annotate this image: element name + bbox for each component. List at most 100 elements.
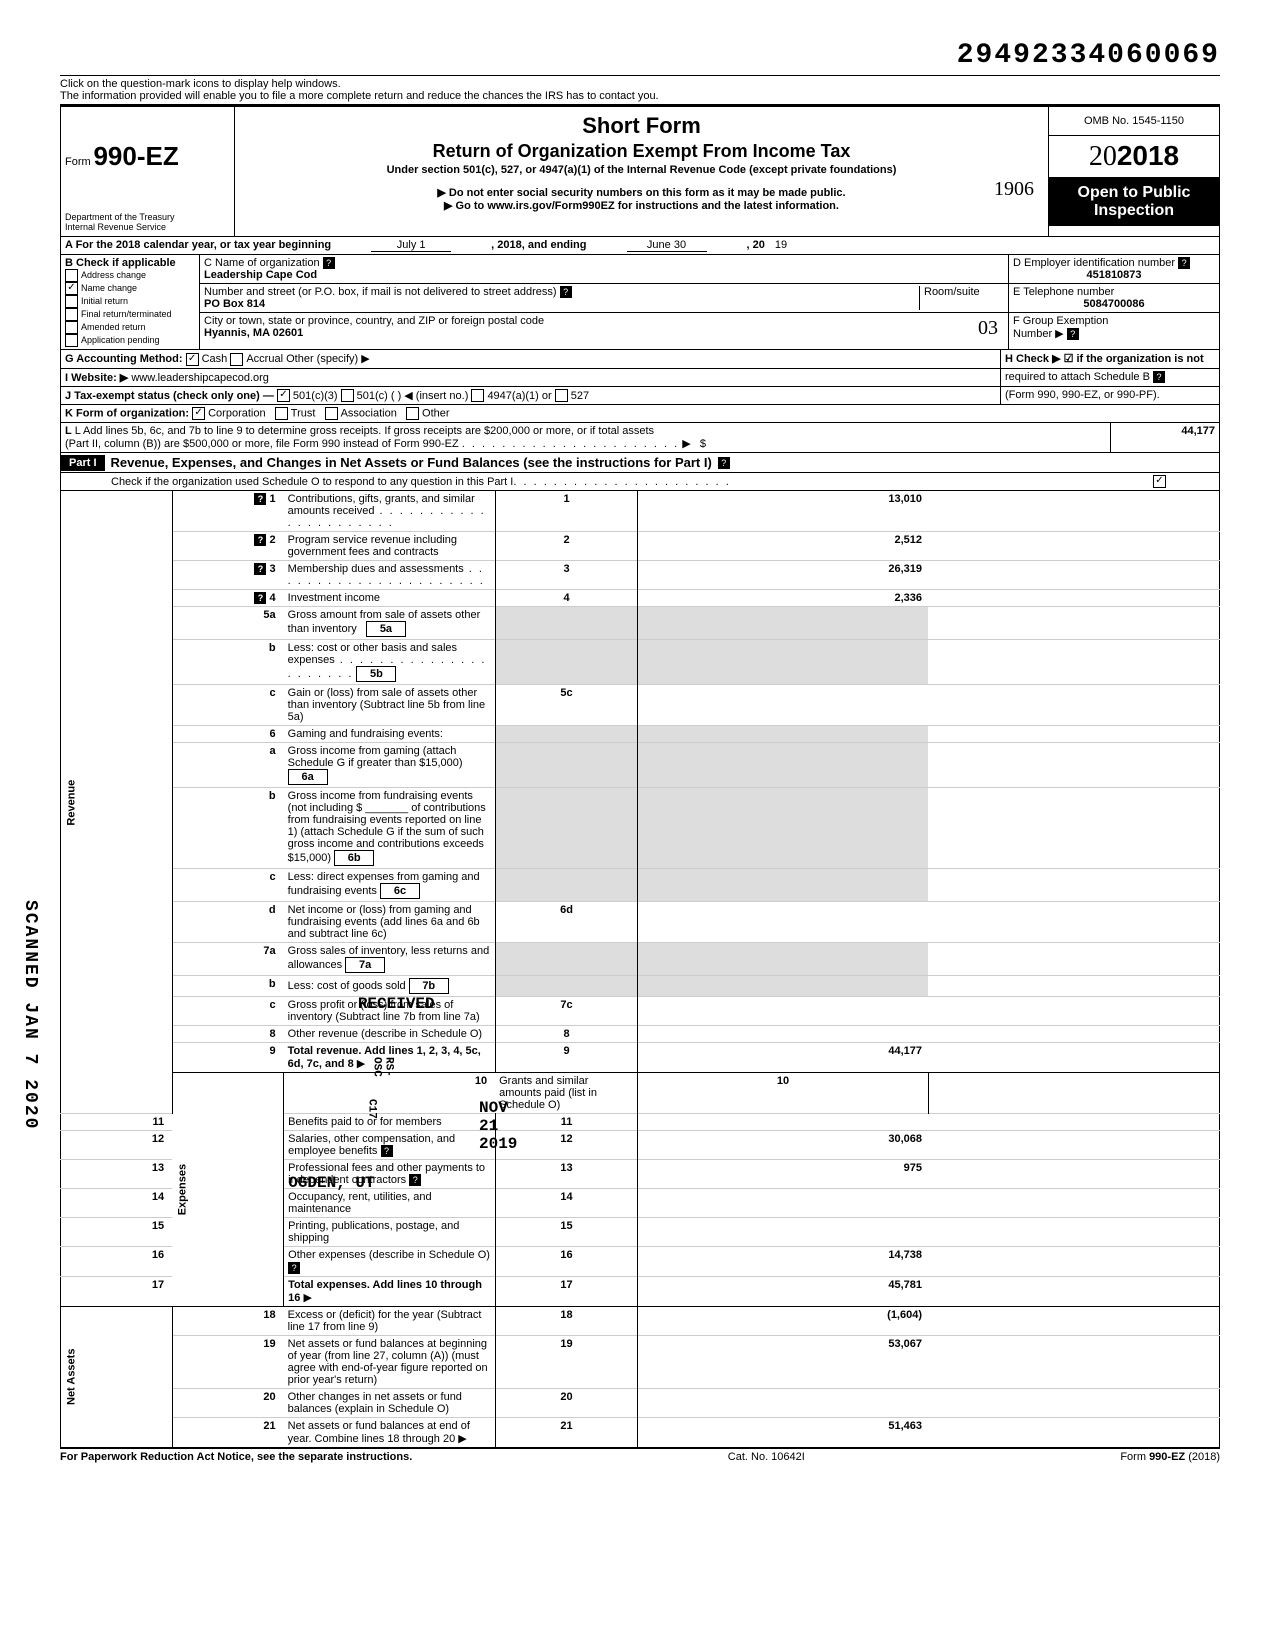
l21-box: 21: [495, 1417, 638, 1447]
l16-box: 16: [495, 1247, 638, 1276]
l18-desc: Excess or (deficit) for the year (Subtra…: [284, 1306, 495, 1335]
page-number-stamp: 29492334060069: [60, 40, 1220, 71]
b-checkbox[interactable]: ✓: [65, 282, 78, 295]
l5b-num: b: [172, 640, 284, 685]
l16-val: 14,738: [638, 1247, 928, 1276]
l3-desc: Membership dues and assessments: [288, 563, 464, 575]
other-org-checkbox[interactable]: [406, 407, 419, 420]
527-checkbox[interactable]: [555, 389, 568, 402]
501c-checkbox[interactable]: [341, 389, 354, 402]
j-label: J Tax-exempt status (check only one) —: [65, 390, 274, 402]
b-checkbox[interactable]: [65, 334, 78, 347]
part1-check-text: Check if the organization used Schedule …: [111, 476, 513, 488]
footer-mid: Cat. No. 10642I: [728, 1451, 805, 1463]
help-icon[interactable]: ?: [1153, 371, 1165, 383]
help-icon[interactable]: ?: [254, 592, 266, 604]
footer-left: For Paperwork Reduction Act Notice, see …: [60, 1451, 412, 1463]
accrual-checkbox[interactable]: [230, 353, 243, 366]
handwritten-03: 03: [978, 317, 998, 340]
help-icon[interactable]: ?: [323, 257, 335, 269]
help-icon[interactable]: ?: [718, 457, 730, 469]
b-checkbox[interactable]: [65, 321, 78, 334]
l4-num: 4: [270, 592, 276, 604]
hint-box: Click on the question-mark icons to disp…: [60, 75, 1220, 105]
l3-val: 26,319: [638, 561, 928, 590]
b-checkbox[interactable]: [65, 269, 78, 282]
l1-num: 1: [270, 493, 276, 505]
assoc-checkbox[interactable]: [325, 407, 338, 420]
b-check-label: Application pending: [81, 335, 160, 345]
l9-val: 44,177: [638, 1043, 928, 1073]
l7a-desc: Gross sales of inventory, less returns a…: [288, 945, 490, 971]
e-label: E Telephone number: [1013, 286, 1114, 298]
l14-desc: Occupancy, rent, utilities, and maintena…: [284, 1189, 495, 1218]
help-icon[interactable]: ?: [288, 1262, 300, 1274]
h-line3: (Form 990, 990-EZ, or 990-PF).: [1001, 387, 1219, 405]
l2-box: 2: [495, 532, 638, 561]
org-name: Leadership Cape Cod: [204, 269, 317, 281]
l7b-num: b: [172, 976, 284, 997]
501c3-checkbox[interactable]: ✓: [277, 389, 290, 402]
help-icon[interactable]: ?: [254, 563, 266, 575]
l-value: 44,177: [1110, 423, 1219, 452]
help-icon[interactable]: ?: [560, 286, 572, 298]
l3-box: 3: [495, 561, 638, 590]
trust-checkbox[interactable]: [275, 407, 288, 420]
k-opt1: Trust: [291, 408, 316, 420]
l19-num: 19: [172, 1335, 284, 1388]
help-icon[interactable]: ?: [1178, 257, 1190, 269]
accrual-label: Accrual: [246, 353, 283, 365]
l6b-mid: 6b: [334, 850, 374, 866]
schedule-o-checkbox[interactable]: ✓: [1153, 475, 1166, 488]
l6d-box: 6d: [495, 902, 638, 943]
l7c-num: c: [172, 997, 284, 1026]
l11-desc: Benefits paid to or for members: [284, 1114, 495, 1131]
b-checkbox[interactable]: [65, 308, 78, 321]
j-opt3: 527: [571, 390, 589, 402]
help-icon[interactable]: ?: [409, 1174, 421, 1186]
k-opt0: Corporation: [208, 408, 265, 420]
revenue-side-label: Revenue: [61, 491, 173, 1114]
part1-title: Revenue, Expenses, and Changes in Net As…: [105, 453, 718, 472]
l8-num: 8: [172, 1026, 284, 1043]
c-city-label: City or town, state or province, country…: [204, 315, 544, 327]
l5a-num: 5a: [172, 607, 284, 640]
l15-num: 15: [61, 1218, 173, 1247]
l17-desc: Total expenses. Add lines 10 through 16: [288, 1279, 482, 1304]
help-icon[interactable]: ?: [254, 493, 266, 505]
l6a-desc: Gross income from gaming (attach Schedul…: [288, 745, 463, 769]
l18-num: 18: [172, 1306, 284, 1335]
l12-desc: Salaries, other compensation, and employ…: [288, 1133, 455, 1157]
footer-right: Form 990-EZ (2018): [1120, 1451, 1220, 1463]
b-check-label: Address change: [81, 270, 146, 280]
l-row: L L Add lines 5b, 6c, and 7b to line 9 t…: [60, 423, 1220, 453]
l13-num: 13: [61, 1160, 173, 1189]
l5b-mid: 5b: [356, 666, 396, 682]
c17-stamp: C17: [365, 1099, 377, 1119]
4947-checkbox[interactable]: [471, 389, 484, 402]
org-addr: PO Box 814: [204, 298, 265, 310]
l21-num: 21: [172, 1417, 284, 1447]
org-city: Hyannis, MA 02601: [204, 327, 303, 339]
l5a-mid: 5a: [366, 621, 406, 637]
corp-checkbox[interactable]: ✓: [192, 407, 205, 420]
l14-box: 14: [495, 1189, 638, 1218]
help-icon[interactable]: ?: [1067, 328, 1079, 340]
l1-box: 1: [495, 491, 638, 532]
b-check-label: Initial return: [81, 296, 128, 306]
i-label: I Website: ▶: [65, 372, 128, 384]
tax-year-end-yr: 19: [775, 239, 787, 252]
b-check-label: Amended return: [81, 322, 146, 332]
l4-box: 4: [495, 590, 638, 607]
l6a-mid: 6a: [288, 769, 328, 785]
help-icon[interactable]: ?: [254, 534, 266, 546]
l7b-mid: 7b: [409, 978, 449, 994]
form-header: Form 990-EZ Department of the Treasury I…: [60, 105, 1220, 237]
l9-num: 9: [172, 1043, 284, 1073]
cash-checkbox[interactable]: ✓: [186, 353, 199, 366]
help-icon[interactable]: ?: [381, 1145, 393, 1157]
dept-treasury: Department of the Treasury Internal Reve…: [65, 212, 230, 232]
l7c-box: 7c: [495, 997, 638, 1026]
l2-num: 2: [270, 534, 276, 546]
b-checkbox[interactable]: [65, 295, 78, 308]
